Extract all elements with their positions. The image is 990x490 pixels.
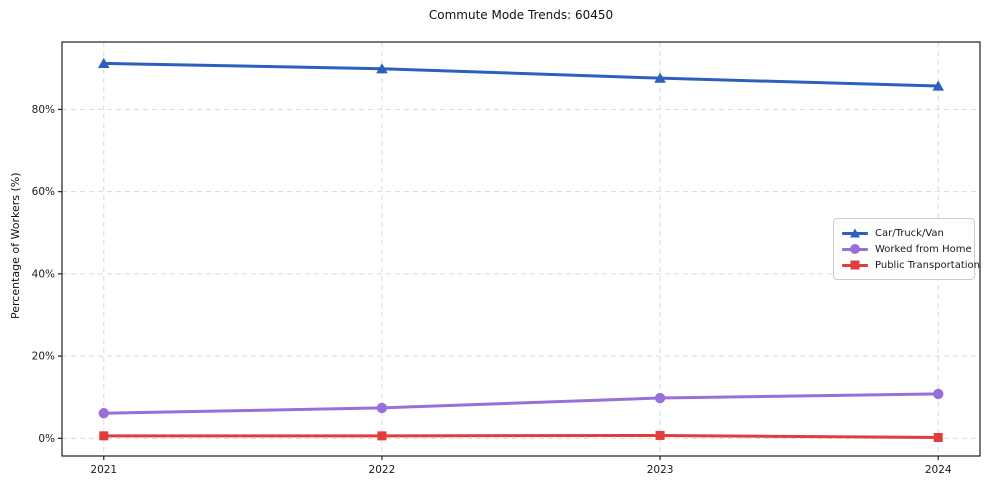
svg-text:80%: 80% [32, 104, 55, 116]
triangle-marker-icon [842, 226, 868, 240]
tick-labels: 2021 2022 2023 2024 0% 20% 40% 60% 80% [32, 104, 952, 476]
legend: Car/Truck/Van Worked from Home Public Tr… [833, 218, 980, 280]
svg-text:40%: 40% [32, 268, 55, 280]
svg-text:2022: 2022 [369, 464, 396, 476]
legend-item-public-transportation: Public Transportation [842, 257, 980, 273]
series-worked-from-home [98, 388, 944, 419]
legend-item-car-truck-van: Car/Truck/Van [842, 225, 966, 241]
svg-text:2024: 2024 [925, 464, 952, 476]
series-public-transportation [99, 430, 943, 442]
square-marker-icon [842, 258, 868, 272]
svg-text:2021: 2021 [90, 464, 117, 476]
legend-label: Worked from Home [875, 243, 972, 255]
circle-marker-icon [842, 242, 868, 256]
series-car-truck-van [97, 57, 945, 91]
legend-label: Public Transportation [875, 259, 980, 271]
svg-text:20%: 20% [32, 351, 55, 363]
gridlines [62, 42, 980, 456]
svg-text:60%: 60% [32, 186, 55, 198]
chart-title: Commute Mode Trends: 60450 [428, 8, 614, 22]
svg-text:0%: 0% [38, 433, 55, 445]
svg-text:2023: 2023 [647, 464, 674, 476]
axis-ticks [58, 108, 939, 460]
legend-item-worked-from-home: Worked from Home [842, 241, 972, 257]
legend-label: Car/Truck/Van [875, 227, 944, 239]
